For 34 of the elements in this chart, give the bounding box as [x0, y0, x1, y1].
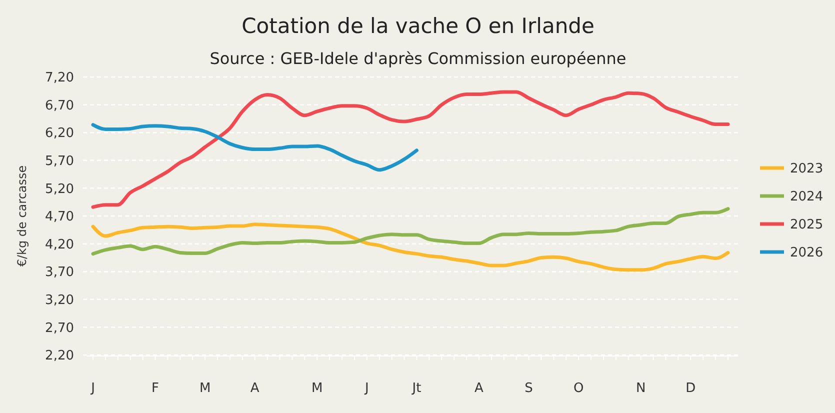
- y-tick-label: 3,20: [45, 292, 74, 308]
- y-tick-label: 7,20: [45, 70, 74, 86]
- y-tick-label: 2,20: [45, 348, 74, 364]
- line-series: [91, 90, 730, 209]
- x-tick-label: M: [312, 381, 323, 396]
- y-tick-label: 5,20: [45, 182, 74, 197]
- line-series: [91, 222, 730, 272]
- y-tick-label: 4,70: [45, 210, 74, 225]
- x-tick-label: O: [573, 381, 584, 396]
- line-series: [91, 123, 418, 172]
- x-tick-label: Jt: [411, 381, 422, 396]
- y-tick-label: 4,20: [45, 237, 74, 252]
- x-tick-label: D: [686, 381, 696, 396]
- x-tick-label: A: [474, 381, 484, 396]
- legend-label: 2023: [790, 162, 824, 177]
- y-axis-title: €/kg de carcasse: [15, 165, 29, 267]
- legend-label: 2026: [790, 246, 824, 261]
- legend-label: 2024: [790, 190, 824, 205]
- legend-label: 2025: [790, 218, 824, 233]
- x-tick-label: F: [152, 381, 159, 396]
- y-tick-label: 2,70: [45, 320, 74, 336]
- y-tick-label: 3,70: [45, 265, 74, 280]
- chart-subtitle: Source : GEB-Idele d'après Commission européenne: [210, 49, 626, 68]
- x-tick-label: S: [524, 381, 533, 396]
- y-tick-label: 5,70: [45, 154, 74, 169]
- y-tick-label: 6,20: [45, 126, 74, 142]
- chart-title: Cotation de la vache O en Irlande: [242, 14, 594, 38]
- x-tick-label: J: [364, 381, 369, 396]
- y-tick-label: 6,70: [45, 98, 74, 114]
- x-tick-label: A: [250, 381, 260, 396]
- x-tick-label: M: [199, 381, 211, 396]
- x-tick-label: N: [636, 381, 646, 396]
- line-series: [91, 207, 730, 256]
- x-tick-label: J: [90, 381, 95, 396]
